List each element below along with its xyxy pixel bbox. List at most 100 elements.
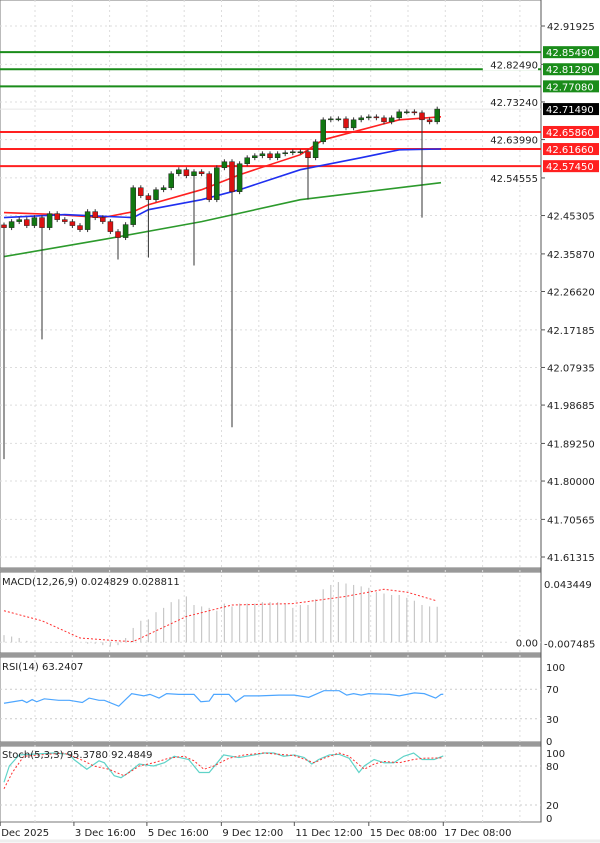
rsi-tick-label: 30 xyxy=(546,715,559,726)
panel-separator[interactable] xyxy=(0,568,541,572)
resistance-price-tag xyxy=(543,46,599,59)
bull-candle[interactable] xyxy=(396,111,402,119)
bull-candle[interactable] xyxy=(259,153,266,157)
bull-candle[interactable] xyxy=(236,163,243,192)
bull-candle[interactable] xyxy=(297,151,304,154)
price-tick-label: 42.45305 xyxy=(547,212,595,223)
price-tick-label-backing xyxy=(482,171,538,184)
price-tick-label: 41.80000 xyxy=(547,477,595,488)
resistance-price-label: 42.77080 xyxy=(546,82,594,93)
bear-candle[interactable] xyxy=(206,173,212,200)
bull-candle[interactable] xyxy=(191,171,197,176)
support-price-tag xyxy=(543,143,599,156)
rsi-tick-label: 100 xyxy=(546,663,565,674)
time-tick-label: 17 Dec 08:00 xyxy=(444,828,511,839)
price-tick-label-backing xyxy=(482,58,538,71)
support-price-label: 42.57450 xyxy=(546,162,594,173)
stoch-tick-label: 0 xyxy=(546,814,552,825)
bear-candle[interactable] xyxy=(100,217,106,222)
bear-candle[interactable] xyxy=(305,151,311,158)
bull-candle[interactable] xyxy=(312,141,319,158)
time-tick-label: 11 Dec 12:00 xyxy=(295,828,362,839)
bull-candle[interactable] xyxy=(130,187,136,225)
bear-candle[interactable] xyxy=(183,169,190,176)
bull-candle[interactable] xyxy=(388,117,395,123)
bull-candle[interactable] xyxy=(31,217,38,226)
time-tick-label: Dec 2025 xyxy=(1,828,49,839)
bull-candle[interactable] xyxy=(328,118,334,121)
bull-candle[interactable] xyxy=(168,173,174,188)
price-tick-label: 42.17185 xyxy=(547,326,595,337)
bear-candle[interactable] xyxy=(373,116,380,119)
stoch-signal-line xyxy=(3,752,444,789)
bull-candle[interactable] xyxy=(320,119,326,143)
bull-candle[interactable] xyxy=(350,119,357,129)
bull-candle[interactable] xyxy=(434,108,440,123)
bull-candle[interactable] xyxy=(160,187,167,190)
price-tick-label: 42.63990 xyxy=(490,136,538,147)
bear-candle[interactable] xyxy=(426,119,433,123)
bear-candle[interactable] xyxy=(229,161,235,192)
bear-candle[interactable] xyxy=(62,219,68,222)
price-tick-label: 41.98685 xyxy=(547,401,595,412)
price-tick-label: 42.35870 xyxy=(547,250,595,261)
bear-candle[interactable] xyxy=(1,224,7,228)
bull-candle[interactable] xyxy=(358,117,364,121)
bear-candle[interactable] xyxy=(77,225,83,230)
moving-average-line-1 xyxy=(3,148,442,219)
bear-candle[interactable] xyxy=(419,112,425,121)
bull-candle[interactable] xyxy=(46,213,53,228)
bear-candle[interactable] xyxy=(107,221,114,232)
macd-label: MACD(12,26,9) 0.024829 0.028811 xyxy=(2,577,180,588)
bull-candle[interactable] xyxy=(84,211,91,230)
bear-candle[interactable] xyxy=(411,111,418,114)
bull-candle[interactable] xyxy=(153,189,159,200)
bear-candle[interactable] xyxy=(69,221,76,226)
support-price-label: 42.61660 xyxy=(546,145,594,156)
bull-candle[interactable] xyxy=(221,161,228,168)
bear-candle[interactable] xyxy=(39,217,45,228)
bull-candle[interactable] xyxy=(244,157,250,164)
bull-candle[interactable] xyxy=(214,167,220,200)
bear-candle[interactable] xyxy=(92,211,98,218)
bear-candle[interactable] xyxy=(145,195,152,200)
stoch-tick-label: 20 xyxy=(546,801,559,812)
price-tick-label-backing xyxy=(482,95,538,108)
bull-candle[interactable] xyxy=(404,111,410,114)
bear-candle[interactable] xyxy=(54,213,60,220)
bear-candle[interactable] xyxy=(343,118,349,129)
bull-candle[interactable] xyxy=(282,152,288,155)
rsi-label: RSI(14) 63.2407 xyxy=(2,662,83,673)
panel-separator[interactable] xyxy=(0,742,541,746)
bear-candle[interactable] xyxy=(381,117,387,123)
bull-candle[interactable] xyxy=(176,169,182,174)
panel-separator[interactable] xyxy=(0,653,541,657)
stoch-tick-label: 100 xyxy=(546,749,565,760)
stoch-label: Stoch(5,3,3) 95.3780 92.4849 xyxy=(2,750,153,761)
bull-candle[interactable] xyxy=(335,118,342,121)
support-price-label: 42.65860 xyxy=(546,128,594,139)
time-tick-label: 5 Dec 16:00 xyxy=(148,828,209,839)
bull-candle[interactable] xyxy=(8,221,15,228)
resistance-price-label: 42.85490 xyxy=(546,48,594,59)
stoch-tick-label: 80 xyxy=(546,762,559,773)
bear-candle[interactable] xyxy=(24,219,30,226)
bull-candle[interactable] xyxy=(274,153,281,158)
support-price-tag xyxy=(543,125,599,138)
bull-candle[interactable] xyxy=(122,224,129,238)
price-tick-label: 41.70565 xyxy=(547,515,595,526)
bear-candle[interactable] xyxy=(138,187,144,196)
macd-tick-label: 0.043449 xyxy=(544,580,592,591)
stoch-main-line xyxy=(3,752,444,783)
bear-candle[interactable] xyxy=(115,231,121,238)
time-tick-label: 3 Dec 16:00 xyxy=(75,828,136,839)
price-tick-label-backing xyxy=(482,133,538,146)
bear-candle[interactable] xyxy=(198,171,205,174)
bull-candle[interactable] xyxy=(290,151,296,154)
bull-candle[interactable] xyxy=(16,219,22,222)
bull-candle[interactable] xyxy=(252,155,258,158)
bear-candle[interactable] xyxy=(267,153,273,158)
bull-candle[interactable] xyxy=(366,116,372,119)
